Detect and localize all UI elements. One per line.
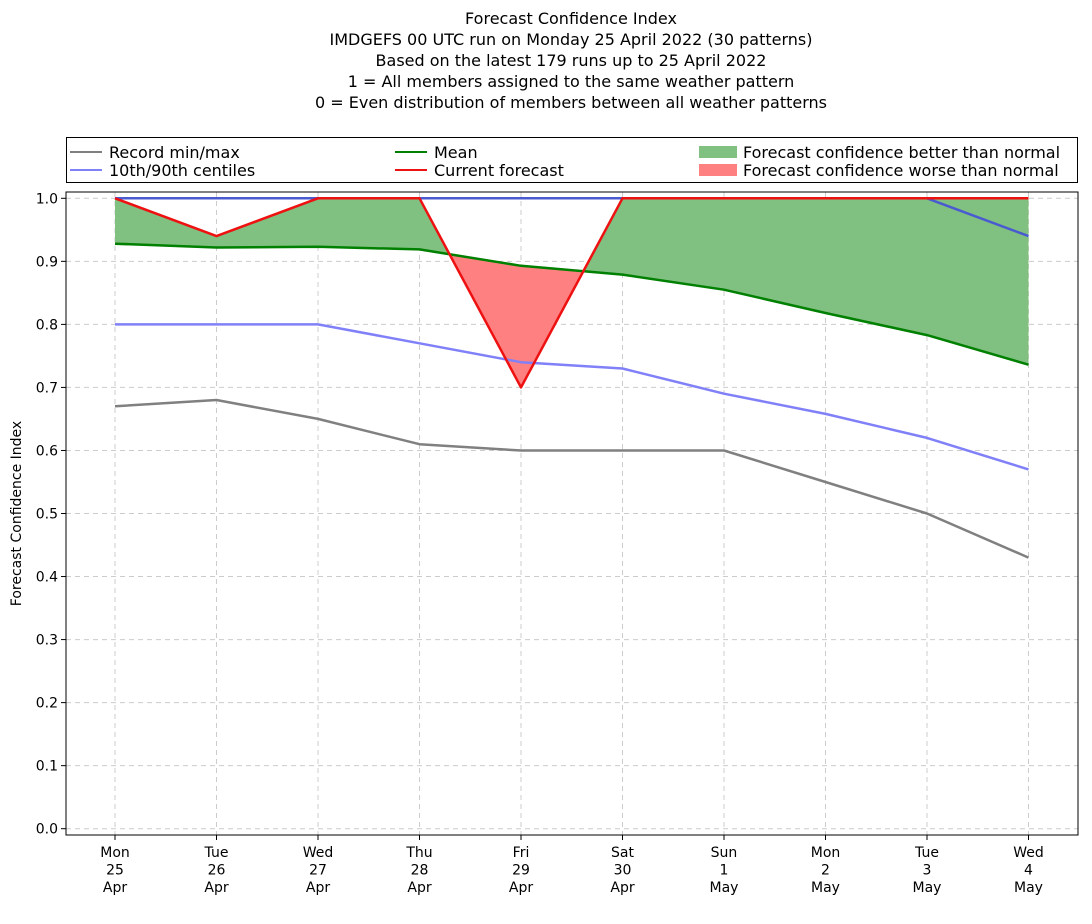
y-tick-label: 0.2 bbox=[36, 696, 58, 712]
title-line-4: 1 = All members assigned to the same wea… bbox=[347, 72, 795, 91]
series-line-record-min bbox=[114, 398, 1029, 559]
legend: Record min/max 10th/90th centiles Mean C… bbox=[66, 137, 1078, 183]
title-line-2: IMDGEFS 00 UTC run on Monday 25 April 20… bbox=[329, 30, 813, 49]
legend-item-centiles: 10th/90th centiles bbox=[70, 160, 256, 180]
x-tick-label: Apr bbox=[204, 880, 228, 896]
legend-item-record: Record min/max bbox=[70, 142, 240, 162]
x-tick-label: Tue bbox=[204, 845, 229, 861]
title-line-1: Forecast Confidence Index bbox=[465, 9, 677, 28]
series-line-p10 bbox=[115, 323, 1029, 471]
x-tick-label: 4 bbox=[1024, 863, 1033, 879]
fill-worse-than-normal bbox=[449, 254, 584, 388]
x-tick-label: 3 bbox=[923, 863, 932, 879]
legend-label-record: Record min/max bbox=[109, 142, 240, 162]
x-tick-label: 2 bbox=[821, 863, 830, 879]
series-line-mean bbox=[114, 242, 1029, 366]
y-tick-label: 1.0 bbox=[36, 191, 58, 207]
legend-item-current: Current forecast bbox=[395, 160, 564, 180]
y-tick-label: 0.0 bbox=[36, 822, 58, 838]
x-tick-label: 27 bbox=[309, 863, 327, 879]
x-tick-label: 25 bbox=[106, 863, 124, 879]
x-tick-label: 28 bbox=[411, 863, 429, 879]
x-tick-label: Sun bbox=[711, 845, 738, 861]
x-tick-label: Thu bbox=[405, 845, 432, 861]
y-tick-label: 0.6 bbox=[36, 443, 58, 459]
title-line-3: Based on the latest 179 runs up to 25 Ap… bbox=[375, 51, 767, 70]
legend-label-current: Current forecast bbox=[434, 160, 564, 180]
legend-swatch-record bbox=[70, 151, 102, 153]
y-tick-label: 0.1 bbox=[36, 759, 58, 775]
x-tick-label: Apr bbox=[407, 880, 431, 896]
chart-title: Forecast Confidence Index IMDGEFS 00 UTC… bbox=[0, 8, 1092, 113]
x-tick-label: May bbox=[913, 880, 942, 896]
x-tick-label: 30 bbox=[614, 863, 632, 879]
legend-item-better: Forecast confidence better than normal bbox=[699, 142, 1061, 162]
y-tick-label: 0.9 bbox=[36, 254, 58, 270]
legend-swatch-better bbox=[699, 146, 737, 158]
x-tick-label: May bbox=[710, 880, 739, 896]
y-tick-label: 0.8 bbox=[36, 317, 58, 333]
legend-swatch-worse bbox=[699, 164, 737, 176]
y-tick-label: 0.3 bbox=[36, 633, 58, 649]
legend-item-mean: Mean bbox=[395, 142, 478, 162]
fill-better-than-normal bbox=[115, 198, 450, 255]
legend-swatch-current bbox=[395, 169, 427, 171]
x-tick-label: Apr bbox=[103, 880, 127, 896]
legend-swatch-mean bbox=[395, 151, 427, 153]
series-line-current bbox=[114, 197, 1029, 389]
legend-swatch-centiles bbox=[70, 169, 102, 171]
x-tick-label: Mon bbox=[100, 845, 130, 861]
x-tick-label: Wed bbox=[1013, 845, 1044, 861]
y-axis-label: Forecast Confidence Index bbox=[9, 421, 25, 606]
x-tick-label: Sat bbox=[611, 845, 634, 861]
legend-item-worse: Forecast confidence worse than normal bbox=[699, 160, 1059, 180]
legend-label-worse: Forecast confidence worse than normal bbox=[743, 160, 1059, 180]
y-tick-label: 0.7 bbox=[36, 380, 58, 396]
x-tick-label: 1 bbox=[720, 863, 729, 879]
x-tick-label: Fri bbox=[513, 845, 530, 861]
legend-label-centiles: 10th/90th centiles bbox=[109, 160, 256, 180]
x-tick-label: May bbox=[1014, 880, 1043, 896]
x-tick-label: Apr bbox=[610, 880, 634, 896]
x-tick-label: 26 bbox=[208, 863, 226, 879]
title-line-5: 0 = Even distribution of members between… bbox=[314, 93, 828, 112]
legend-label-mean: Mean bbox=[434, 142, 478, 162]
x-tick-label: Mon bbox=[811, 845, 841, 861]
x-tick-label: Apr bbox=[509, 880, 533, 896]
fill-better-than-normal bbox=[583, 198, 1029, 365]
legend-label-better: Forecast confidence better than normal bbox=[743, 142, 1061, 162]
x-tick-label: Wed bbox=[303, 845, 334, 861]
y-tick-label: 0.4 bbox=[36, 570, 58, 586]
x-tick-label: 29 bbox=[512, 863, 530, 879]
x-tick-label: Apr bbox=[306, 880, 330, 896]
x-tick-label: Tue bbox=[914, 845, 939, 861]
x-tick-label: May bbox=[811, 880, 840, 896]
y-tick-label: 0.5 bbox=[36, 507, 58, 523]
